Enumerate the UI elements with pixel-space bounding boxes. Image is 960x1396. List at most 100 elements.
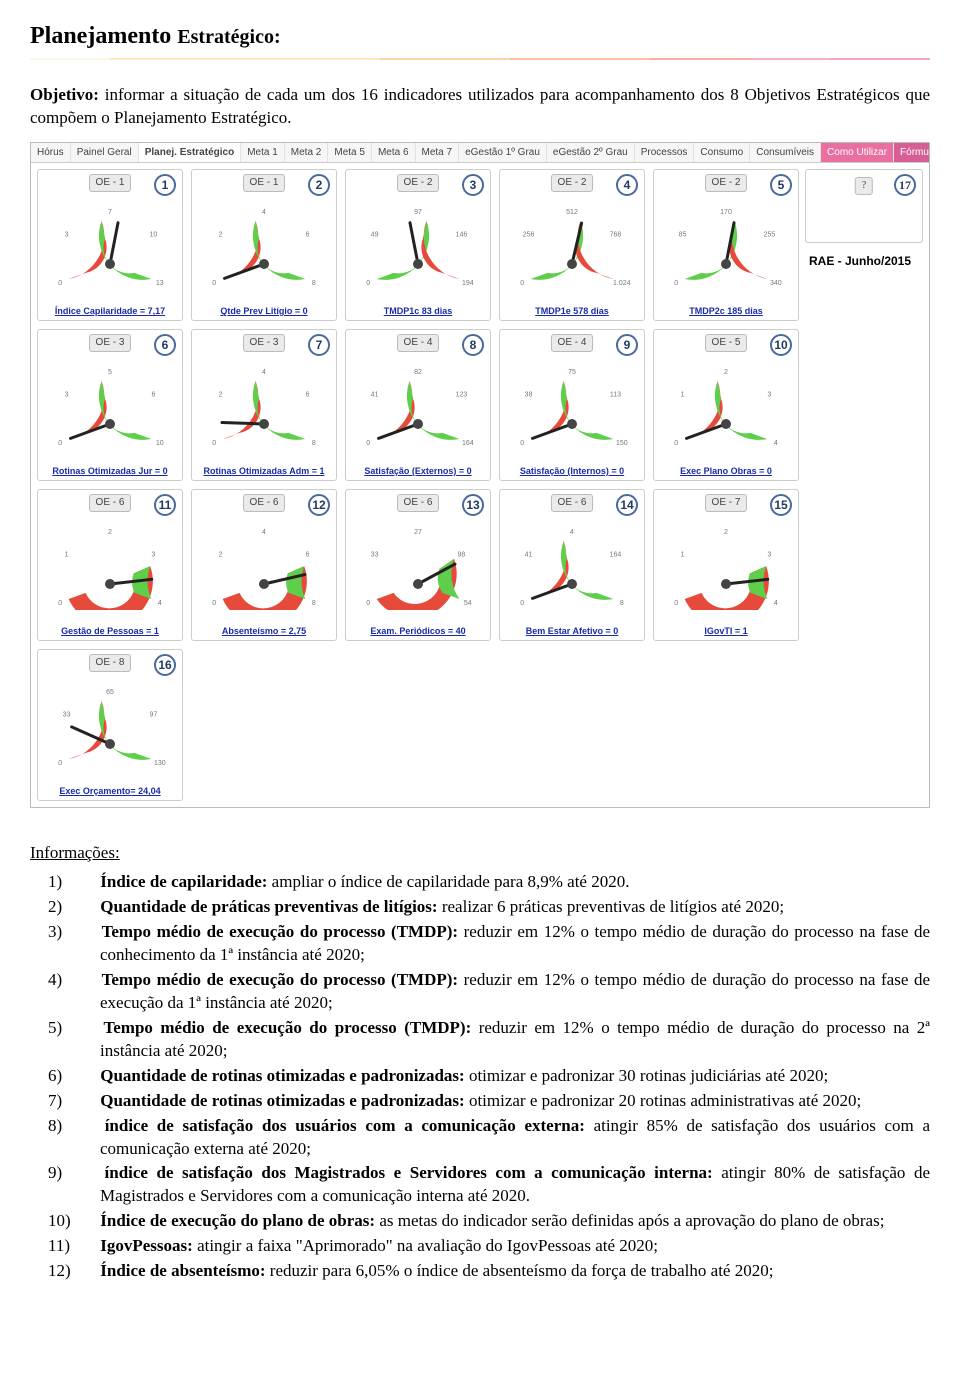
svg-text:41: 41 bbox=[525, 551, 533, 558]
gauge-caption[interactable]: Absenteísmo = 2,75 bbox=[192, 625, 336, 637]
gauge-number-badge: 14 bbox=[616, 494, 638, 516]
gauge-caption[interactable]: Rotinas Otimizadas Adm = 1 bbox=[192, 465, 336, 477]
dashboard-tab[interactable]: eGestão 1º Grau bbox=[459, 143, 547, 162]
gauge-caption[interactable]: Índice Capilaridade = 7,17 bbox=[38, 305, 182, 317]
svg-text:0: 0 bbox=[58, 760, 62, 767]
info-item-number: 4) bbox=[74, 969, 96, 992]
info-item-number: 1) bbox=[74, 871, 96, 894]
svg-text:0: 0 bbox=[58, 440, 62, 447]
info-item: 7) Quantidade de rotinas otimizadas e pa… bbox=[74, 1090, 930, 1113]
svg-text:2: 2 bbox=[219, 391, 223, 398]
svg-text:5: 5 bbox=[108, 369, 112, 376]
svg-text:4: 4 bbox=[262, 209, 266, 216]
dashboard-tab[interactable]: Meta 6 bbox=[372, 143, 416, 162]
svg-text:1: 1 bbox=[681, 391, 685, 398]
svg-text:98: 98 bbox=[458, 551, 466, 558]
info-item: 8) índice de satisfação dos usuários com… bbox=[74, 1115, 930, 1161]
gauge-caption[interactable]: Gestão de Pessoas = 1 bbox=[38, 625, 182, 637]
gauge-caption[interactable]: TMDP1e 578 dias bbox=[500, 305, 644, 317]
svg-text:54: 54 bbox=[464, 600, 472, 607]
title-underline bbox=[30, 58, 930, 60]
gauge-caption[interactable]: Exec Plano Obras = 0 bbox=[654, 465, 798, 477]
gauge-number-badge: 8 bbox=[462, 334, 484, 356]
info-item-bold: Tempo médio de execução do processo (TMD… bbox=[102, 922, 458, 941]
svg-text:123: 123 bbox=[456, 391, 468, 398]
svg-text:0: 0 bbox=[674, 600, 678, 607]
extra-gauge-box: ? 17 bbox=[805, 169, 923, 243]
svg-text:512: 512 bbox=[566, 209, 578, 216]
page-title: Planejamento Estratégico: bbox=[30, 20, 930, 52]
gauge-cell: OE - 3 6 035610 Rotinas Otimizadas Jur =… bbox=[37, 329, 183, 481]
svg-text:33: 33 bbox=[63, 711, 71, 718]
info-item: 3) Tempo médio de execução do processo (… bbox=[74, 921, 930, 967]
gauge-cell: OE - 5 10 01234 Exec Plano Obras = 0 bbox=[653, 329, 799, 481]
gauge-oe-label: OE - 2 bbox=[397, 174, 440, 192]
gauge-oe-label: OE - 1 bbox=[89, 174, 132, 192]
dashboard-body: OE - 1 1 0371013 Índice Capilaridade = 7… bbox=[31, 163, 929, 807]
dashboard-sidebar: ? 17 RAE - Junho/2015 bbox=[805, 169, 923, 801]
gauge-cell: OE - 6 12 02468 Absenteísmo = 2,75 bbox=[191, 489, 337, 641]
svg-text:75: 75 bbox=[568, 369, 576, 376]
info-item: 4) Tempo médio de execução do processo (… bbox=[74, 969, 930, 1015]
objective-paragraph: Objetivo: informar a situação de cada um… bbox=[30, 84, 930, 130]
svg-text:8: 8 bbox=[312, 600, 316, 607]
gauge-caption[interactable]: Qtde Prev Litígio = 0 bbox=[192, 305, 336, 317]
gauge-number-badge: 1 bbox=[154, 174, 176, 196]
dashboard-tab[interactable]: Como Utilizar bbox=[821, 143, 894, 162]
svg-text:0: 0 bbox=[212, 600, 216, 607]
info-item-text: otimizar e padronizar 30 rotinas judiciá… bbox=[465, 1066, 828, 1085]
gauge-cell: OE - 2 4 02565127681.024 TMDP1e 578 dias bbox=[499, 169, 645, 321]
extra-badge: 17 bbox=[894, 174, 916, 196]
gauge-caption[interactable]: Satisfação (Internos) = 0 bbox=[500, 465, 644, 477]
dashboard-tab[interactable]: Fórmulas bbox=[894, 143, 929, 162]
svg-text:4: 4 bbox=[774, 440, 778, 447]
gauge-cell: OE - 4 9 03875113150 Satisfação (Interno… bbox=[499, 329, 645, 481]
dashboard-tab[interactable]: Consumo bbox=[694, 143, 750, 162]
dashboard-tab[interactable]: Meta 1 bbox=[241, 143, 285, 162]
svg-text:256: 256 bbox=[523, 231, 535, 238]
svg-text:0: 0 bbox=[520, 280, 524, 287]
gauge-caption[interactable]: IGovTI = 1 bbox=[654, 625, 798, 637]
gauge-oe-label: OE - 4 bbox=[397, 334, 440, 352]
gauge-caption[interactable]: Exam. Periódicos = 40 bbox=[346, 625, 490, 637]
gauge-caption[interactable]: Rotinas Otimizadas Jur = 0 bbox=[38, 465, 182, 477]
gauge-cell: OE - 7 15 01234 IGovTI = 1 bbox=[653, 489, 799, 641]
gauge-caption[interactable]: Satisfação (Externos) = 0 bbox=[346, 465, 490, 477]
gauge-oe-label: OE - 6 bbox=[551, 494, 594, 512]
svg-text:38: 38 bbox=[525, 391, 533, 398]
dashboard-tab[interactable]: Planej. Estratégico bbox=[139, 143, 241, 162]
info-item: 5) Tempo médio de execução do processo (… bbox=[74, 1017, 930, 1063]
svg-text:4: 4 bbox=[262, 529, 266, 536]
gauge-number-badge: 2 bbox=[308, 174, 330, 196]
gauge-caption[interactable]: TMDP1c 83 dias bbox=[346, 305, 490, 317]
dashboard-tab[interactable]: eGestão 2º Grau bbox=[547, 143, 635, 162]
gauge-caption[interactable]: TMDP2c 185 dias bbox=[654, 305, 798, 317]
info-item-number: 8) bbox=[74, 1115, 96, 1138]
svg-text:3: 3 bbox=[151, 551, 155, 558]
svg-text:1: 1 bbox=[65, 551, 69, 558]
svg-text:164: 164 bbox=[610, 551, 622, 558]
gauge-number-badge: 12 bbox=[308, 494, 330, 516]
svg-text:4: 4 bbox=[774, 600, 778, 607]
svg-text:7: 7 bbox=[108, 209, 112, 216]
dashboard-tab[interactable]: Processos bbox=[635, 143, 695, 162]
gauge-caption[interactable]: Bem Estar Afetivo = 0 bbox=[500, 625, 644, 637]
info-item-text: atingir a faixa "Aprimorado" na avaliaçã… bbox=[193, 1236, 658, 1255]
gauge-number-badge: 5 bbox=[770, 174, 792, 196]
gauge-grid: OE - 1 1 0371013 Índice Capilaridade = 7… bbox=[37, 169, 799, 801]
dashboard-tab[interactable]: Hórus bbox=[31, 143, 71, 162]
dashboard-tab[interactable]: Meta 5 bbox=[328, 143, 372, 162]
gauge-caption[interactable]: Exec Orçamento= 24,04 bbox=[38, 785, 182, 797]
info-item-number: 3) bbox=[74, 921, 96, 944]
svg-text:255: 255 bbox=[764, 231, 776, 238]
dashboard-tab[interactable]: Consumíveis bbox=[750, 143, 821, 162]
gauge-oe-label: OE - 7 bbox=[705, 494, 748, 512]
dashboard-tab[interactable]: Painel Geral bbox=[71, 143, 139, 162]
dashboard-tab[interactable]: Meta 7 bbox=[416, 143, 460, 162]
dashboard-tab[interactable]: Meta 2 bbox=[285, 143, 329, 162]
gauge-oe-label: OE - 6 bbox=[397, 494, 440, 512]
svg-text:1: 1 bbox=[681, 551, 685, 558]
info-item-bold: Quantidade de rotinas otimizadas e padro… bbox=[100, 1066, 464, 1085]
gauge-cell: OE - 2 5 085170255340 TMDP2c 185 dias bbox=[653, 169, 799, 321]
gauge-number-badge: 13 bbox=[462, 494, 484, 516]
